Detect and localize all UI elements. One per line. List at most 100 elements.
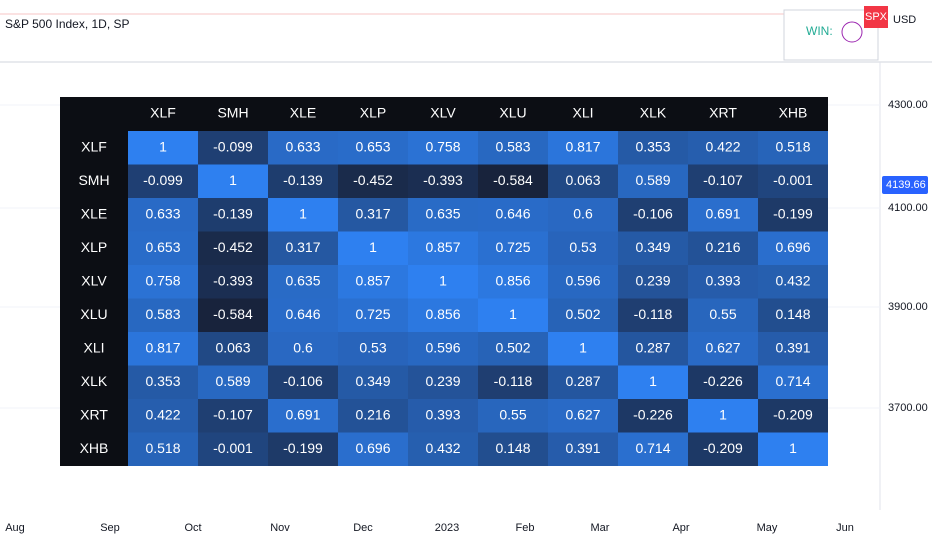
cell-value: 0.55 (499, 406, 526, 422)
row-header: XLE (81, 205, 107, 221)
price-label: 3700.00 (888, 402, 928, 414)
cell-value: 0.646 (285, 306, 320, 322)
row-header-bg (60, 164, 128, 198)
price-label: 3900.00 (888, 301, 928, 313)
cell-bg (548, 198, 618, 232)
last-price-badge (882, 176, 928, 194)
cell-value: -0.099 (143, 172, 183, 188)
row-header-bg (60, 198, 128, 232)
cell-bg (478, 298, 548, 332)
cell-bg (338, 231, 408, 265)
cell-value: 0.589 (635, 172, 670, 188)
cell-bg (198, 231, 268, 265)
cell-bg (338, 131, 408, 165)
cell-bg (618, 365, 688, 399)
cell-value: 0.216 (705, 239, 740, 255)
cell-bg (338, 265, 408, 299)
cell-value: -0.393 (213, 272, 253, 288)
status-label: WIN: (806, 24, 833, 38)
cell-bg (478, 198, 548, 232)
cell-value: 0.725 (355, 306, 390, 322)
cell-bg (688, 198, 758, 232)
cell-bg (548, 399, 618, 433)
cell-bg (478, 365, 548, 399)
cell-value: 0.635 (425, 205, 460, 221)
row-header: XLU (80, 306, 107, 322)
last-price: 4139.66 (886, 179, 926, 191)
cell-bg (548, 131, 618, 165)
cell-bg (338, 198, 408, 232)
cell-bg (618, 131, 688, 165)
time-label: Dec (353, 522, 373, 534)
cell-value: 0.518 (145, 440, 180, 456)
cell-value: -0.139 (283, 172, 323, 188)
time-label: Oct (184, 522, 201, 534)
cell-bg (618, 332, 688, 366)
row-header: XLV (81, 272, 107, 288)
cell-bg (268, 365, 338, 399)
cell-bg (618, 432, 688, 466)
cell-value: 0.422 (145, 406, 180, 422)
cell-bg (548, 432, 618, 466)
time-label: 2023 (435, 522, 459, 534)
cell-bg (128, 198, 198, 232)
cell-value: -0.226 (703, 373, 743, 389)
cell-value: 0.856 (495, 272, 530, 288)
cell-value: -0.118 (494, 373, 533, 389)
cell-bg (688, 332, 758, 366)
cell-value: 0.53 (569, 239, 596, 255)
cell-bg (758, 198, 828, 232)
cell-bg (128, 432, 198, 466)
row-header-bg (60, 399, 128, 433)
cell-value: 0.063 (565, 172, 600, 188)
cell-value: 0.646 (495, 205, 530, 221)
cell-value: 0.148 (495, 440, 530, 456)
status-box (783, 9, 879, 61)
cell-bg (548, 365, 618, 399)
cell-value: 0.287 (565, 373, 600, 389)
cell-value: 0.857 (355, 272, 390, 288)
column-header: XLU (499, 105, 526, 121)
cell-value: -0.107 (703, 172, 743, 188)
cell-value: 0.518 (775, 138, 810, 154)
cell-bg (688, 432, 758, 466)
symbol-title[interactable]: S&P 500 Index, 1D, SP (5, 17, 130, 31)
cell-bg (128, 164, 198, 198)
cell-bg (688, 365, 758, 399)
cell-value: 0.148 (775, 306, 810, 322)
cell-value: 0.653 (145, 239, 180, 255)
row-header-bg (60, 432, 128, 466)
cell-value: 0.817 (565, 138, 600, 154)
cell-value: -0.106 (283, 373, 323, 389)
cell-bg (268, 265, 338, 299)
cell-bg (478, 332, 548, 366)
symbol-badge (864, 6, 888, 28)
cell-bg (408, 399, 478, 433)
time-label: Nov (270, 522, 290, 534)
cell-bg (688, 131, 758, 165)
cell-bg (688, 298, 758, 332)
row-header-bg (60, 265, 128, 299)
column-header: XLE (290, 105, 316, 121)
cell-value: 1 (579, 339, 587, 355)
cell-bg (408, 365, 478, 399)
cell-value: 0.633 (145, 205, 180, 221)
table-header-bg (60, 97, 828, 131)
cell-bg (408, 164, 478, 198)
cell-bg (268, 432, 338, 466)
cell-value: -0.139 (213, 205, 253, 221)
cell-value: 0.633 (285, 138, 320, 154)
cell-value: -0.393 (423, 172, 463, 188)
cell-bg (408, 265, 478, 299)
column-header: XRT (709, 105, 737, 121)
cell-value: -0.452 (213, 239, 253, 255)
cell-value: 0.596 (425, 339, 460, 355)
cell-bg (758, 298, 828, 332)
cell-value: 0.422 (705, 138, 740, 154)
cell-value: 1 (159, 138, 167, 154)
cell-value: 0.353 (145, 373, 180, 389)
cell-value: 0.432 (425, 440, 460, 456)
time-label: Jun (836, 522, 854, 534)
cell-value: 0.696 (355, 440, 390, 456)
cell-value: 0.857 (425, 239, 460, 255)
